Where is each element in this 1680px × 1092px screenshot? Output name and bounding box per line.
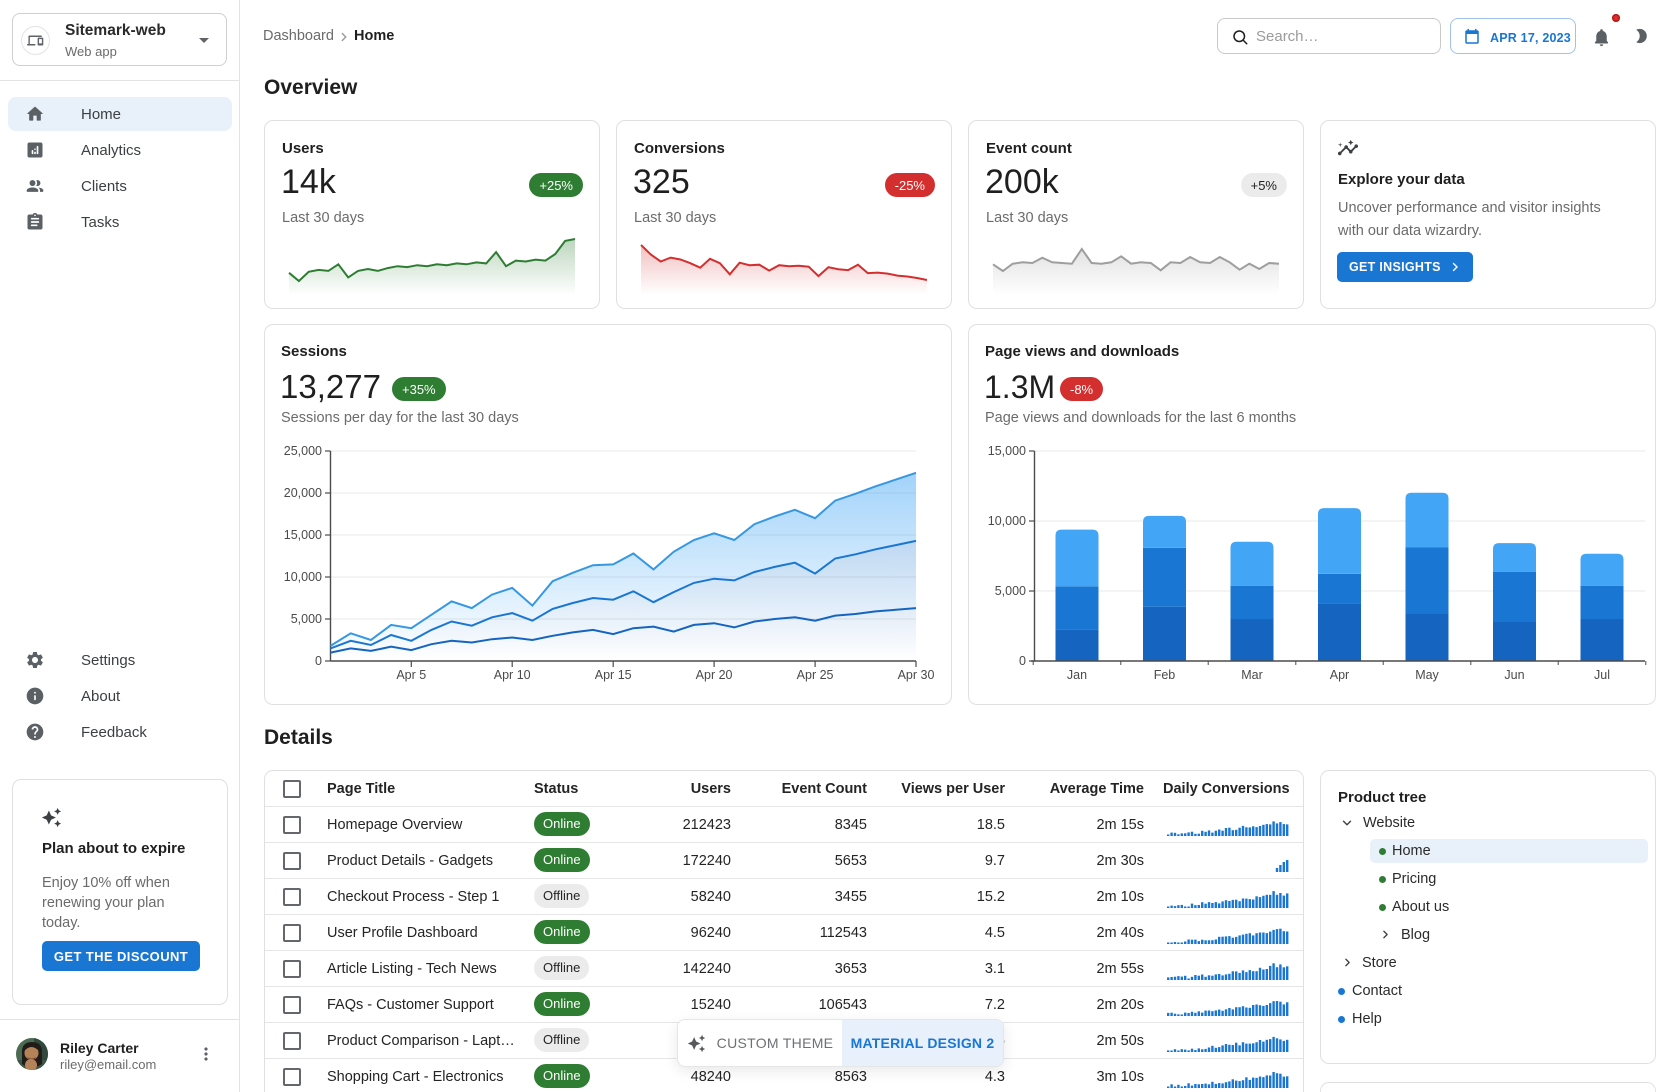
- svg-text:0: 0: [1019, 654, 1026, 668]
- svg-text:15,000: 15,000: [284, 528, 322, 542]
- svg-text:15,000: 15,000: [988, 444, 1026, 458]
- svg-text:5,000: 5,000: [995, 584, 1026, 598]
- svg-text:Apr 20: Apr 20: [696, 668, 733, 682]
- svg-text:25,000: 25,000: [284, 444, 322, 458]
- svg-text:Mar: Mar: [1241, 668, 1263, 682]
- svg-text:5,000: 5,000: [291, 612, 322, 626]
- svg-text:Jan: Jan: [1067, 668, 1087, 682]
- svg-text:Apr: Apr: [1330, 668, 1349, 682]
- svg-text:20,000: 20,000: [284, 486, 322, 500]
- svg-text:May: May: [1415, 668, 1439, 682]
- svg-text:Jun: Jun: [1504, 668, 1524, 682]
- svg-text:Jul: Jul: [1594, 668, 1610, 682]
- svg-text:10,000: 10,000: [988, 514, 1026, 528]
- svg-text:Apr 5: Apr 5: [396, 668, 426, 682]
- svg-text:Apr 15: Apr 15: [595, 668, 632, 682]
- svg-text:Apr 10: Apr 10: [494, 668, 531, 682]
- svg-text:Apr 30: Apr 30: [898, 668, 935, 682]
- svg-text:Apr 25: Apr 25: [797, 668, 834, 682]
- svg-text:0: 0: [315, 654, 322, 668]
- svg-text:Feb: Feb: [1154, 668, 1176, 682]
- svg-text:10,000: 10,000: [284, 570, 322, 584]
